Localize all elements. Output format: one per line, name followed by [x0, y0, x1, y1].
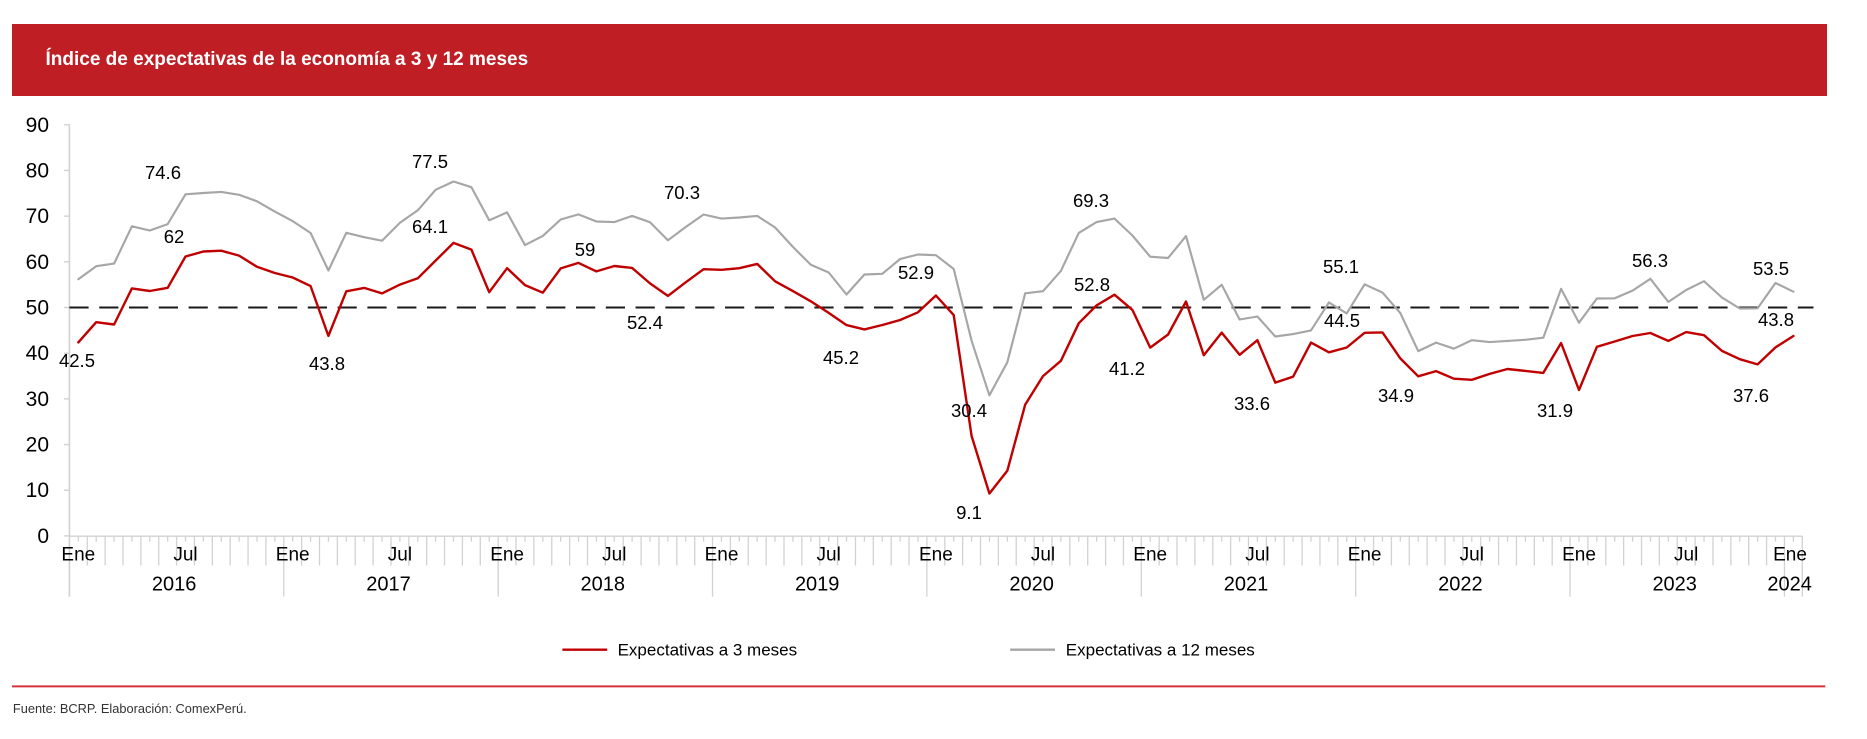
- svg-text:53.5: 53.5: [1753, 258, 1789, 279]
- svg-text:Ene: Ene: [490, 545, 524, 566]
- svg-text:Jul: Jul: [602, 545, 626, 566]
- svg-text:74.6: 74.6: [145, 162, 181, 183]
- svg-text:Jul: Jul: [1460, 545, 1484, 566]
- svg-text:Jul: Jul: [173, 545, 197, 566]
- svg-text:10: 10: [26, 479, 49, 502]
- svg-text:2020: 2020: [1009, 574, 1054, 596]
- svg-text:Ene: Ene: [1773, 545, 1807, 566]
- svg-text:Ene: Ene: [1562, 545, 1596, 566]
- svg-text:Expectativas a 12 meses: Expectativas a 12 meses: [1066, 641, 1255, 660]
- svg-text:2019: 2019: [795, 574, 840, 596]
- svg-text:43.8: 43.8: [309, 353, 345, 374]
- svg-text:80: 80: [26, 159, 49, 182]
- svg-text:Ene: Ene: [919, 545, 953, 566]
- svg-text:0: 0: [37, 525, 49, 548]
- svg-text:30: 30: [26, 388, 49, 411]
- svg-text:2016: 2016: [152, 574, 197, 596]
- svg-text:55.1: 55.1: [1323, 256, 1359, 277]
- svg-text:Expectativas a 3 meses: Expectativas a 3 meses: [618, 641, 798, 660]
- svg-text:70.3: 70.3: [664, 182, 700, 203]
- svg-text:44.5: 44.5: [1324, 310, 1360, 331]
- svg-text:62: 62: [164, 226, 185, 247]
- svg-text:77.5: 77.5: [412, 151, 448, 172]
- svg-text:70: 70: [26, 205, 49, 228]
- svg-text:20: 20: [26, 434, 49, 457]
- svg-text:Ene: Ene: [705, 545, 739, 566]
- svg-text:42.5: 42.5: [59, 350, 95, 371]
- svg-text:2023: 2023: [1652, 574, 1697, 596]
- svg-text:69.3: 69.3: [1073, 190, 1109, 211]
- svg-text:2017: 2017: [366, 574, 411, 596]
- svg-text:Fuente: BCRP. Elaboración: Com: Fuente: BCRP. Elaboración: ComexPerú.: [13, 701, 247, 716]
- svg-text:Jul: Jul: [1245, 545, 1269, 566]
- svg-text:2018: 2018: [581, 574, 626, 596]
- svg-text:90: 90: [26, 114, 49, 137]
- svg-text:52.4: 52.4: [627, 312, 663, 333]
- svg-text:60: 60: [26, 251, 49, 274]
- svg-text:Ene: Ene: [276, 545, 310, 566]
- svg-text:Jul: Jul: [817, 545, 841, 566]
- svg-text:Jul: Jul: [1031, 545, 1055, 566]
- svg-text:52.9: 52.9: [898, 262, 934, 283]
- svg-text:Ene: Ene: [61, 545, 95, 566]
- svg-text:52.8: 52.8: [1074, 274, 1110, 295]
- svg-text:2022: 2022: [1438, 574, 1483, 596]
- svg-text:37.6: 37.6: [1733, 385, 1769, 406]
- svg-text:2024: 2024: [1767, 574, 1812, 596]
- svg-text:9.1: 9.1: [956, 502, 982, 523]
- svg-text:40: 40: [26, 342, 49, 365]
- svg-text:41.2: 41.2: [1109, 358, 1145, 379]
- svg-text:64.1: 64.1: [412, 216, 448, 237]
- svg-text:34.9: 34.9: [1378, 385, 1414, 406]
- svg-text:2021: 2021: [1224, 574, 1269, 596]
- svg-text:30.4: 30.4: [951, 400, 987, 421]
- svg-text:45.2: 45.2: [823, 347, 859, 368]
- svg-text:43.8: 43.8: [1758, 309, 1794, 330]
- svg-text:Jul: Jul: [388, 545, 412, 566]
- svg-text:50: 50: [26, 297, 49, 320]
- svg-text:33.6: 33.6: [1234, 393, 1270, 414]
- svg-text:Ene: Ene: [1133, 545, 1167, 566]
- svg-text:Ene: Ene: [1348, 545, 1382, 566]
- svg-text:31.9: 31.9: [1537, 400, 1573, 421]
- svg-text:Jul: Jul: [1674, 545, 1698, 566]
- svg-text:59: 59: [575, 239, 596, 260]
- svg-text:56.3: 56.3: [1632, 250, 1668, 271]
